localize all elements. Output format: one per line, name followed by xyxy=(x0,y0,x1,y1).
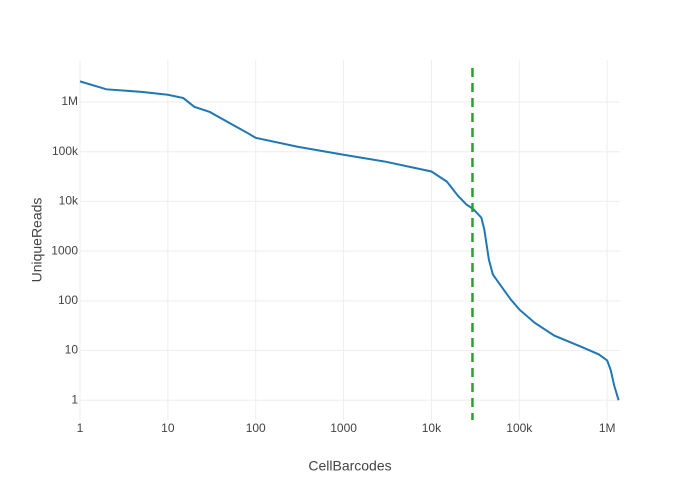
x-tick-label: 1M xyxy=(599,421,616,435)
x-axis-title: CellBarcodes xyxy=(308,458,391,474)
x-tick-label: 100k xyxy=(506,421,533,435)
x-tick-label: 10k xyxy=(422,421,442,435)
y-tick-label: 1M xyxy=(61,94,78,108)
y-tick-label: 100 xyxy=(58,293,78,307)
y-tick-label: 1000 xyxy=(51,243,78,257)
y-tick-label: 10k xyxy=(59,194,79,208)
x-tick-label: 1 xyxy=(77,421,84,435)
x-tick-label: 100 xyxy=(246,421,266,435)
data-line xyxy=(79,80,620,401)
y-tick-label: 1 xyxy=(71,392,78,406)
x-tick-label: 1000 xyxy=(330,421,357,435)
y-tick-label: 10 xyxy=(65,343,79,357)
y-axis-title: UniqueReads xyxy=(29,198,45,283)
x-tick-label: 10 xyxy=(161,421,175,435)
y-tick-label: 100k xyxy=(52,144,79,158)
